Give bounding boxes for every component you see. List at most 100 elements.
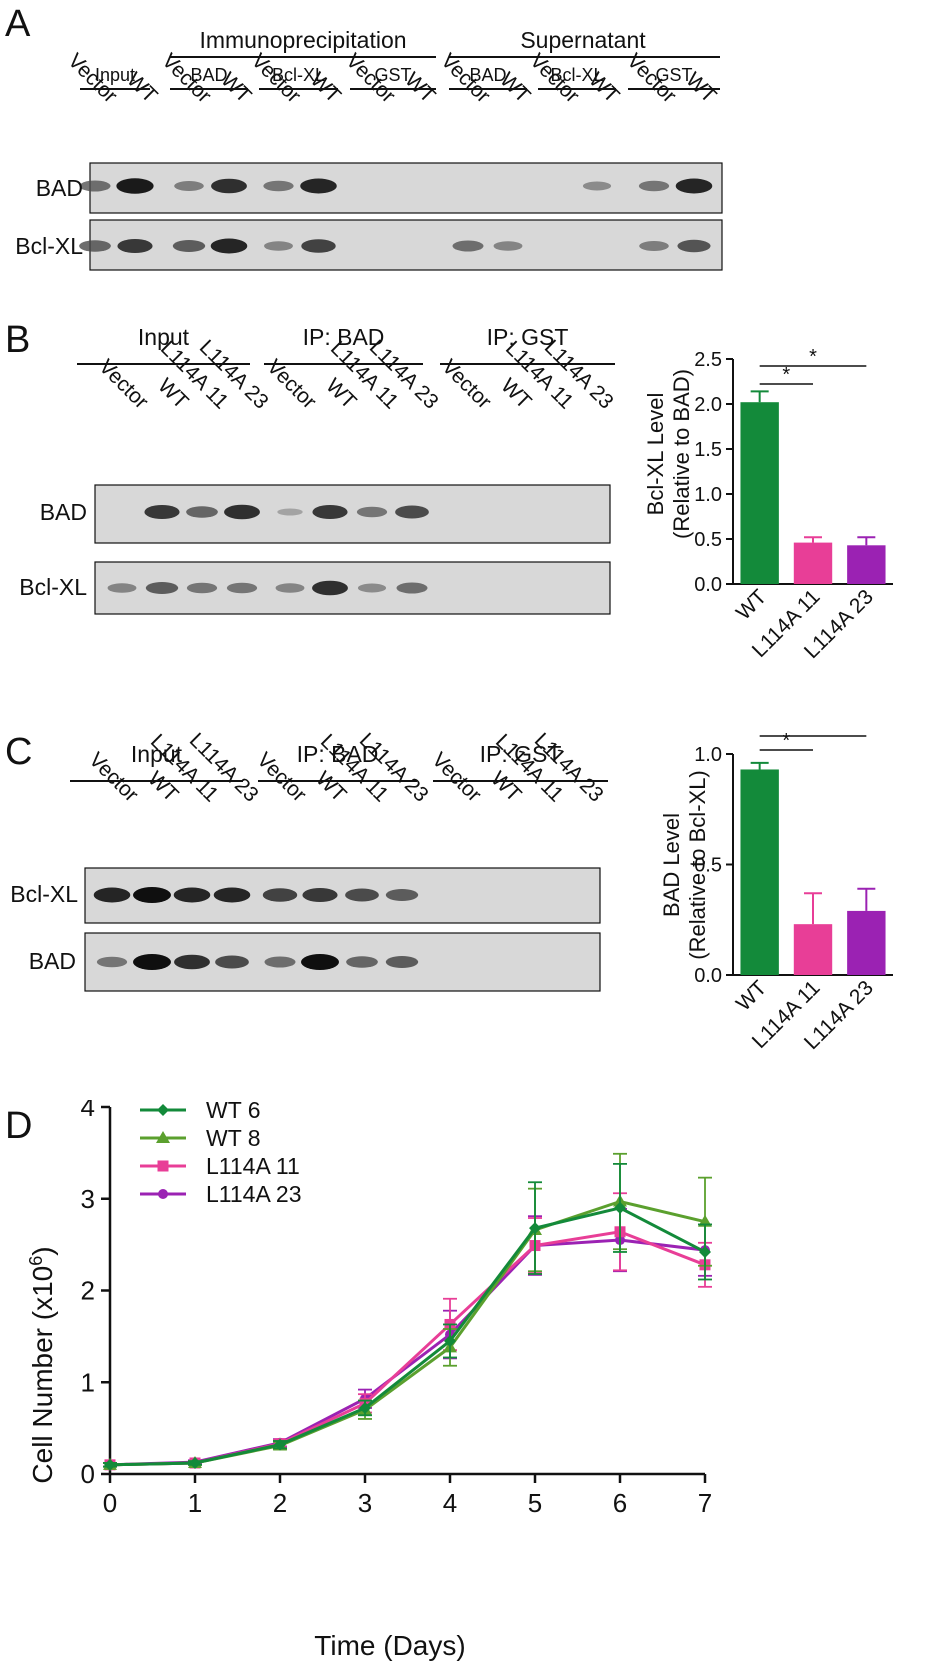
band-row2-lane3 xyxy=(186,582,218,594)
legend-marker-wt-8 xyxy=(156,1131,170,1143)
band-row2-lane1 xyxy=(79,240,111,252)
band-row2-lane3 xyxy=(172,240,206,252)
point-wt-6-day-0 xyxy=(104,1458,116,1471)
point-wt-6-day-2 xyxy=(274,1438,286,1451)
band-row1-lane1 xyxy=(79,180,111,192)
legend-label-l114a-11: L114A 11 xyxy=(206,1153,300,1179)
group-label-ip-bad: IP: BAD xyxy=(297,741,379,767)
band-row1-lane3 xyxy=(174,181,204,191)
x-tick-label: 3 xyxy=(358,1488,372,1518)
panel-c-letter: C xyxy=(5,731,32,773)
bar-l114a-23 xyxy=(847,545,886,584)
point-wt-6-day-3 xyxy=(359,1401,371,1414)
band-row1-lane4 xyxy=(211,178,247,194)
panel-b-groups: Input IP: BAD IP: GST xyxy=(77,324,615,365)
x-tick-label: 0 xyxy=(103,1488,117,1518)
legend-label-l114a-23: L114A 23 xyxy=(206,1181,302,1207)
band-row2-lane5 xyxy=(275,583,305,593)
legend-item-wt-8: WT 8 xyxy=(140,1125,261,1151)
panel-c-bars xyxy=(740,761,886,975)
panel-b-ylabel-2: (Relative to BAD) xyxy=(669,369,694,539)
y-tick-label: 1.5 xyxy=(694,439,722,461)
point-wt-6-day-7 xyxy=(699,1245,711,1258)
point-wt-6-day-1 xyxy=(189,1456,201,1469)
band-row1-lane1 xyxy=(93,887,131,903)
supernatant-label: Supernatant xyxy=(520,27,646,53)
group-label-input: Input xyxy=(138,324,190,350)
panel-b-bars xyxy=(740,390,886,584)
bar-l114a-11 xyxy=(793,542,833,584)
band-row1-lane5 xyxy=(277,508,303,516)
significance-star-1: * xyxy=(782,364,790,386)
y-tick-label: 2.0 xyxy=(694,394,722,416)
band-row1-lane8 xyxy=(385,889,419,901)
panel-b-letter: B xyxy=(5,319,30,361)
panel-d-ylabel: Cell Number (x106) xyxy=(26,1246,58,1483)
panel-b: B Input IP: BAD IP: GST Vector WT L114A 11 L1… xyxy=(0,310,929,720)
band-row2-lane8 xyxy=(385,956,419,968)
bar-l114a-11 xyxy=(793,924,833,975)
panel-b-ylabel: Bcl-XL Level xyxy=(643,393,668,516)
y-tick-label: 2 xyxy=(81,1276,95,1306)
legend-item-l114a-11: L114A 11 xyxy=(140,1153,300,1179)
band-row2-lane6 xyxy=(301,954,339,970)
group-label-ip-bad: IP: BAD xyxy=(303,324,385,350)
lane-label-vector: Vector xyxy=(427,748,485,806)
panel-c-ylabel-2: (Relative to Bcl-XL) xyxy=(685,770,710,960)
panel-b-blot-row-1 xyxy=(94,484,611,544)
panel-a: A Immunoprecipitation Supernatant Input B… xyxy=(0,0,929,290)
panel-a-row-label-bclxl: Bcl-XL xyxy=(15,233,83,259)
panel-d-xlabel: Time (Days) xyxy=(314,1630,465,1661)
x-tick-label: 6 xyxy=(613,1488,627,1518)
panel-c-row-label-bad: BAD xyxy=(29,948,76,974)
band-row2-lane7 xyxy=(346,956,378,968)
band-row1-lane2 xyxy=(133,887,171,903)
panel-c: C Input IP: BAD IP: GST Vector WT L114A 11 L1… xyxy=(0,728,929,1078)
x-tick-label: 5 xyxy=(528,1488,542,1518)
band-row2-lane1 xyxy=(96,956,128,968)
band-row2-lane6 xyxy=(312,580,348,596)
band-row2-lane13 xyxy=(639,241,669,251)
band-row2-lane1 xyxy=(107,583,137,593)
band-row1-lane7 xyxy=(345,888,379,902)
panel-a-letter: A xyxy=(5,3,31,45)
band-row2-lane2 xyxy=(133,954,171,970)
panel-b-row-label-bad: BAD xyxy=(40,499,87,525)
band-row1-lane4 xyxy=(224,504,260,520)
significance-star-1: * xyxy=(782,730,790,752)
band-row2-lane4 xyxy=(226,582,258,594)
band-row2-lane7 xyxy=(357,583,387,593)
legend-marker-l114a-23 xyxy=(158,1189,168,1199)
band-row2-lane2 xyxy=(145,582,179,594)
panel-b-row-label-bclxl: Bcl-XL xyxy=(19,574,87,600)
band-row1-lane3 xyxy=(173,887,211,903)
x-tick-label-wt: WT xyxy=(732,585,771,624)
panel-c-significance: ** xyxy=(759,728,867,752)
panel-a-subgroups: Input BAD Bcl-XL GST BAD Bcl-XL GST xyxy=(80,65,720,90)
legend-marker-l114a-11 xyxy=(157,1160,169,1172)
band-row1-lane6 xyxy=(302,888,338,902)
band-row1-lane6 xyxy=(300,178,337,194)
panel-b-bands xyxy=(107,504,429,596)
band-row2-lane14 xyxy=(677,239,711,253)
band-row1-lane5 xyxy=(263,180,294,192)
subgroup-label-gst: GST xyxy=(655,65,692,85)
panel-d-series xyxy=(103,1152,712,1471)
y-tick-label: 4 xyxy=(81,1100,95,1122)
y-tick-label: 0.0 xyxy=(694,965,722,987)
panel-a-bands xyxy=(79,178,713,254)
bar-wt xyxy=(740,769,779,975)
series-wt-6 xyxy=(103,1162,712,1471)
y-tick-label: 3 xyxy=(81,1184,95,1214)
y-tick-label: 1.0 xyxy=(694,744,722,766)
bar-l114a-23 xyxy=(847,910,886,975)
band-row2-lane9 xyxy=(452,240,484,252)
band-row1-lane8 xyxy=(395,505,429,519)
band-row1-lane7 xyxy=(356,506,388,518)
panel-d: D 0 1 2 3 4 0 1 2 3 4 5 6 7 WT 6 WT 8 L114A 11 L114A 23… xyxy=(0,1100,929,1661)
legend-label-wt-6: WT 6 xyxy=(206,1100,261,1123)
point-wt-6-day-4 xyxy=(444,1334,456,1347)
